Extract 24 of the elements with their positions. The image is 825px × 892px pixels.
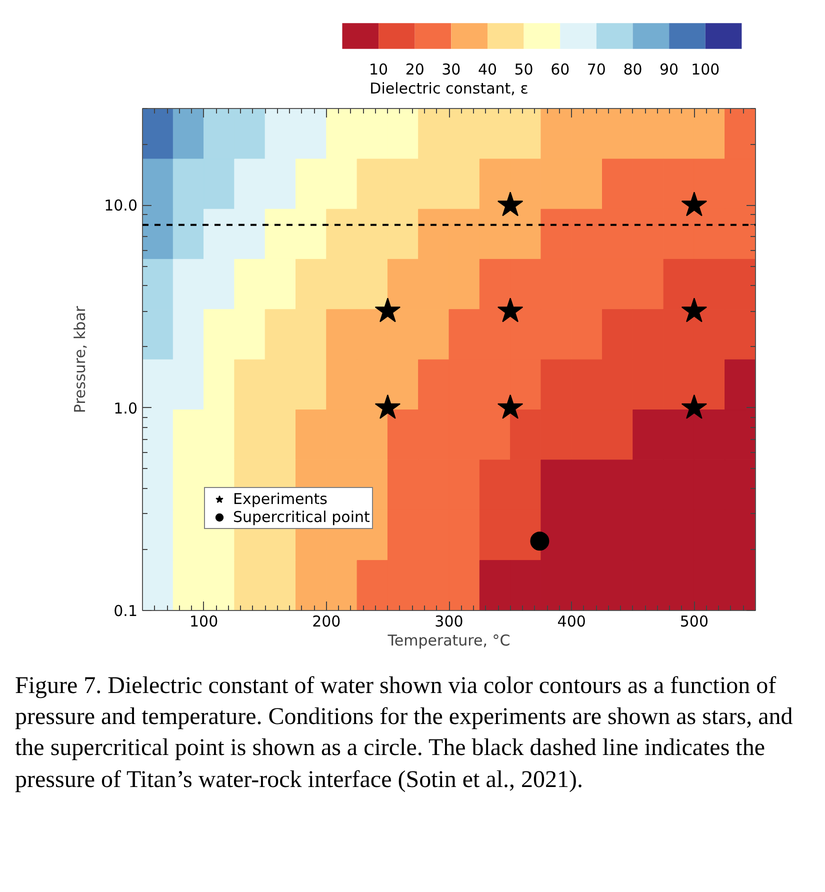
x-tick-label: 400 bbox=[557, 612, 586, 630]
color-bar-label: 80 bbox=[623, 60, 642, 78]
x-axis-title: Temperature, °C bbox=[386, 632, 510, 650]
color-bar-label: 100 bbox=[691, 60, 720, 78]
color-bar-label: 90 bbox=[660, 60, 679, 78]
x-tick-label: 500 bbox=[680, 612, 709, 630]
legend-label: Supercritical point bbox=[233, 508, 370, 526]
color-bar-label: 50 bbox=[514, 60, 534, 78]
color-bar-label: 70 bbox=[586, 60, 606, 78]
y-tick-label: 10.0 bbox=[104, 196, 138, 215]
legend-label: Experiments bbox=[233, 490, 328, 508]
color-bar-label: 20 bbox=[405, 60, 424, 78]
color-bar-title: Dielectric constant, ε bbox=[370, 80, 528, 98]
x-tick-label: 300 bbox=[434, 612, 464, 630]
color-bar-label: 10 bbox=[369, 60, 388, 78]
x-tick-label: 200 bbox=[312, 612, 341, 630]
y-tick-label: 1.0 bbox=[114, 399, 138, 418]
y-tick-label: 0.1 bbox=[114, 602, 138, 620]
color-bar-label: 30 bbox=[442, 60, 461, 78]
caption: Figure 7. Dielectric constant of water shown via color contours as a function of pressure and temperature. Conditions for the experiments are shown as stars, and the supercritical point is shown as a circle. The black dashed line indicates the pressure of Titan’s water-rock interface (Sotin et al., 2021). bbox=[15, 672, 794, 795]
x-tick-label: 100 bbox=[189, 612, 218, 630]
color-bar-label: 60 bbox=[550, 60, 570, 78]
color-bar-label: 40 bbox=[478, 60, 498, 78]
y-axis-title: Pressure, kbar bbox=[71, 305, 90, 414]
